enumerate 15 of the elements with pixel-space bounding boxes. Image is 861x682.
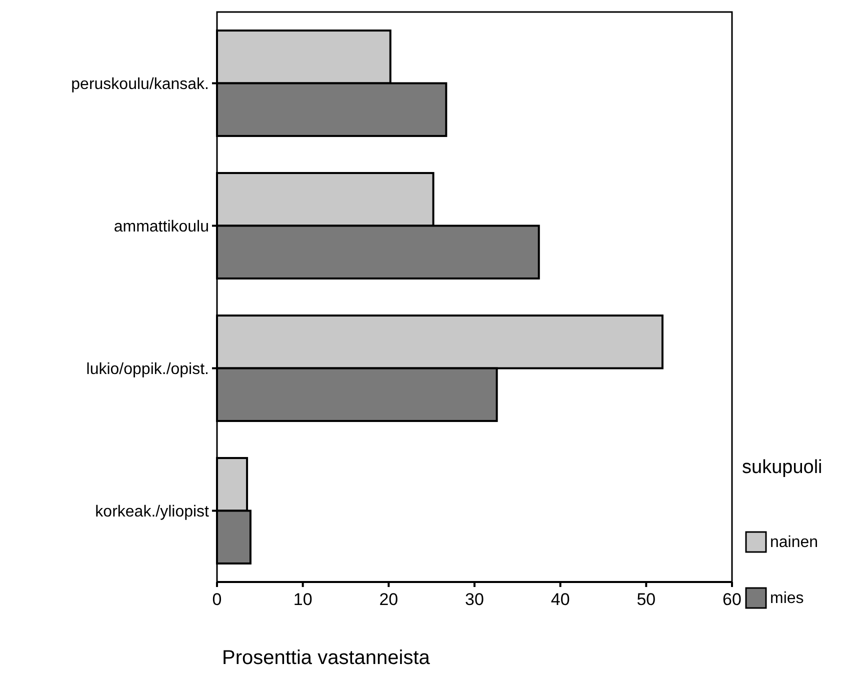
y-tick-label: korkeak./yliopist [95, 503, 210, 520]
y-tick-label: lukio/oppik./opist. [86, 360, 209, 378]
x-tick-label: 50 [636, 590, 656, 609]
legend-label: mies [770, 590, 804, 607]
legend-label: nainen [770, 534, 818, 551]
y-tick-label: ammattikoulu [114, 218, 209, 236]
y-tick-label: peruskoulu/kansak. [71, 76, 209, 93]
legend-title: sukupuoli [742, 457, 822, 478]
x-tick-label: 40 [550, 590, 570, 609]
x-tick-label: 0 [212, 590, 222, 609]
x-tick-label: 20 [379, 590, 398, 609]
x-tick-label: 10 [293, 590, 312, 609]
x-axis-title: Prosenttia vastanneista [222, 647, 431, 669]
x-tick-label: 60 [722, 590, 742, 609]
x-tick-label: 30 [465, 590, 484, 609]
